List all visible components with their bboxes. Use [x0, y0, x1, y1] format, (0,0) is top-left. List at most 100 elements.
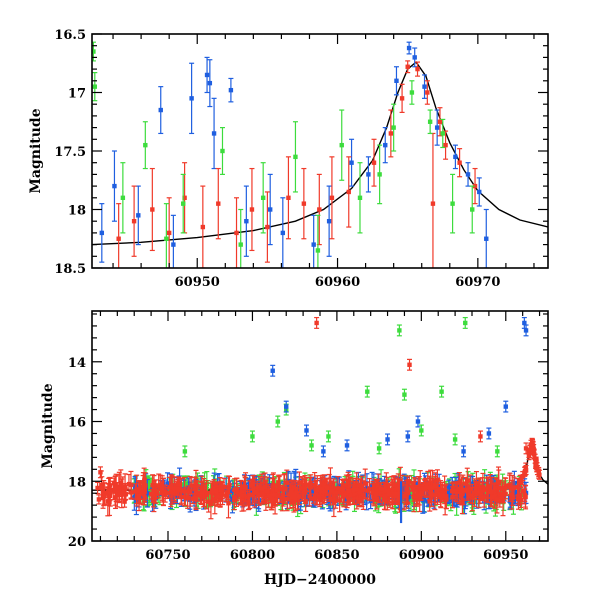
full-panel-baseline-red-point [251, 474, 257, 503]
zoom-panel-ytick-label: 18 [68, 204, 86, 219]
full-panel-baseline-red-point [151, 486, 157, 503]
full-panel-peak-red-point [517, 477, 523, 489]
full-panel-peak-red-point [522, 466, 528, 477]
zoom-panel-red-point [388, 109, 394, 158]
full-panel-outlier-blue-point [523, 324, 529, 337]
full-panel-outlier-red-point [314, 316, 320, 329]
zoom-panel-ytick-label: 16.5 [54, 28, 86, 43]
full-panel-outlier-blue-point [405, 430, 411, 443]
full-panel-baseline-red-point [101, 480, 107, 507]
full-panel-baseline-red-point [332, 481, 338, 504]
full-panel-baseline-red-point [481, 487, 487, 508]
full-panel-xtick-label: 60850 [314, 548, 359, 563]
full-panel-baseline-red-point [245, 494, 251, 511]
zoom-panel-xtick-label: 60960 [315, 275, 360, 290]
full-panel-outlier-blue-point [344, 439, 350, 452]
zoom-panel-blue-point [465, 162, 471, 187]
full-panel-baseline-red-point [395, 473, 401, 504]
zoom-panel-blue-point [349, 138, 355, 187]
full-panel-peak-red-point [533, 458, 539, 469]
full-panel-baseline-red-point [248, 480, 254, 491]
full-panel-baseline-red-point [243, 472, 249, 503]
full-panel-axes: 60750 60800 60850 60900 60950 14 16 18 20 [68, 311, 548, 563]
full-panel-baseline-red-point [308, 476, 314, 489]
zoom-panel-red-point [234, 197, 240, 268]
full-panel-baseline-red-point [373, 487, 379, 501]
zoom-panel-green-point [180, 173, 186, 234]
zoom-panel-green-point [427, 109, 433, 135]
full-panel-xlabel: HJD−2400000 [264, 572, 376, 588]
full-panel-ytick-label: 14 [68, 356, 86, 371]
full-panel-outlier-red-point [407, 358, 413, 371]
zoom-panel-blue-point [406, 41, 412, 55]
full-panel-baseline-red-point [382, 481, 388, 511]
full-panel-baseline-red-point [378, 482, 384, 497]
zoom-panel-green-point [377, 144, 383, 205]
full-panel-baseline-red-point [199, 480, 205, 506]
zoom-panel-red-point [437, 107, 443, 137]
zoom-panel-green-point [292, 121, 298, 193]
full-panel-outlier-green-point [452, 433, 458, 446]
zoom-panel-data [92, 41, 548, 268]
full-panel-baseline-red-point [473, 480, 479, 497]
full-panel-outlier-green-point [182, 445, 188, 458]
full-panel-baseline-red-point [296, 471, 302, 494]
full-panel-baseline-red-point [392, 477, 398, 493]
zoom-panel-blue-point [207, 59, 213, 108]
full-panel-baseline-red-point [329, 480, 335, 502]
zoom-panel-green-point [440, 118, 446, 149]
full-panel-baseline-red-point [456, 472, 462, 494]
full-panel-baseline-red-point [452, 481, 458, 502]
full-panel-baseline-red-point [432, 475, 438, 497]
full-panel-baseline-red-point [237, 484, 243, 506]
full-panel-xtick-label: 60900 [399, 548, 444, 563]
full-panel-xtick-label: 60800 [230, 548, 275, 563]
full-panel-ylabel: Magnitude [40, 383, 56, 468]
full-panel-baseline-red-point [337, 488, 343, 513]
zoom-panel-blue-point [170, 214, 176, 268]
zoom-panel-xtick-label: 60950 [175, 275, 220, 290]
full-panel-outlier-blue-point [303, 424, 309, 437]
full-panel-baseline-red-point [265, 483, 271, 508]
full-panel-outlier-red-point [97, 466, 103, 479]
full-panel-outlier-green-point [275, 415, 281, 428]
full-panel-baseline-red-point [370, 483, 376, 502]
zoom-panel-blue-point [365, 156, 371, 193]
zoom-panel-green-point [339, 109, 345, 181]
full-panel-outlier-blue-point [461, 445, 467, 458]
zoom-panel-green-point [92, 72, 98, 102]
full-panel-baseline-red-point [218, 481, 224, 499]
full-panel-outlier-blue-point [415, 415, 421, 428]
zoom-panel-green-point [469, 185, 475, 234]
full-panel-baseline-red-point [386, 488, 392, 501]
full-panel-baseline-red-point [324, 478, 330, 497]
zoom-panel-blue-point [267, 173, 273, 246]
full-panel-baseline-red-point [185, 487, 191, 509]
full-panel-baseline-red-point [223, 490, 229, 503]
zoom-panel-blue-point [452, 144, 458, 170]
zoom-panel-blue-point [476, 177, 482, 207]
full-panel-outlier-blue-point [503, 400, 509, 413]
full-panel-baseline-red-point [132, 483, 138, 500]
full-panel-baseline-red-point [449, 482, 455, 500]
full-panel-baseline-red-point [190, 493, 196, 505]
zoom-panel-blue-point [326, 185, 332, 257]
full-panel-baseline-red-point [148, 488, 154, 500]
zoom-panel-blue-point [311, 214, 317, 268]
full-panel-baseline-red-point [429, 480, 435, 507]
zoom-panel-blue-point [393, 66, 399, 96]
full-panel-outlier-blue-point [486, 427, 492, 440]
full-panel-outlier-red-point [523, 442, 529, 455]
full-panel-baseline-red-point [360, 480, 366, 500]
full-panel-baseline-red-point [214, 486, 220, 507]
full-panel-baseline-red-point [434, 469, 440, 492]
zoom-panel-xtick-label: 60970 [455, 275, 500, 290]
full-panel-baseline-red-point [419, 484, 425, 501]
zoom-panel-green-point [315, 214, 321, 268]
full-panel-outlier-green-point [364, 385, 370, 398]
zoom-panel-ytick-label: 17.5 [54, 145, 86, 160]
full-panel-baseline-red-point [175, 479, 181, 499]
zoom-panel-blue-point [483, 208, 489, 268]
zoom-panel-green-point [409, 80, 415, 105]
